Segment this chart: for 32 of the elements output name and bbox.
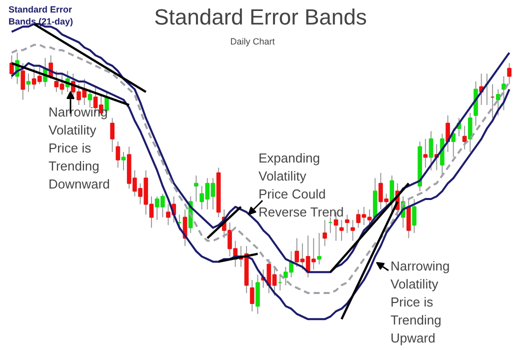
candlestick <box>406 198 411 239</box>
candlestick <box>344 214 350 234</box>
annotation: Narrowing Volatility Price is Trending Upward <box>390 258 450 346</box>
candlestick <box>322 219 327 247</box>
candlestick <box>194 175 198 202</box>
candlestick <box>317 232 322 265</box>
candlestick <box>88 88 92 108</box>
candlestick <box>26 73 31 92</box>
candlestick <box>339 219 344 242</box>
candlestick <box>250 279 254 312</box>
candlestick <box>121 151 126 171</box>
chart-subtitle: Daily Chart <box>230 36 276 46</box>
candlestick <box>350 219 355 242</box>
series-label: Standard Error Bands (21-day) <box>8 4 74 26</box>
annotation: Narrowing Volatility Price is Trending Downward <box>48 104 110 192</box>
candlestick <box>502 76 506 111</box>
candlestick <box>462 125 467 150</box>
candlestick <box>116 141 120 168</box>
candlestick <box>446 114 450 152</box>
chart-title: Standard Error Bands <box>154 4 367 30</box>
candlestick <box>20 62 26 100</box>
candlestick <box>428 130 434 171</box>
candlestick <box>10 54 14 80</box>
candlestick <box>496 88 500 116</box>
candlestick <box>412 198 416 234</box>
annotation: Expanding Volatility Price Could Reverse Trend <box>258 150 344 220</box>
candlestick <box>423 138 428 168</box>
candlestick <box>451 128 456 158</box>
candlestick <box>507 62 512 85</box>
candlestick <box>110 118 115 152</box>
candlestick <box>468 112 472 152</box>
candlestick <box>256 274 260 314</box>
